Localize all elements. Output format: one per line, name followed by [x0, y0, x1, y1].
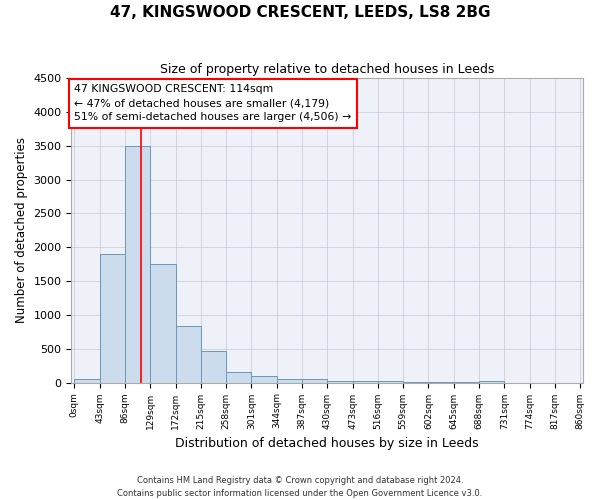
Bar — [378, 381, 403, 382]
Bar — [226, 372, 251, 382]
Bar — [74, 379, 100, 382]
Text: 47, KINGSWOOD CRESCENT, LEEDS, LS8 2BG: 47, KINGSWOOD CRESCENT, LEEDS, LS8 2BG — [110, 5, 490, 20]
Bar — [150, 264, 176, 382]
Title: Size of property relative to detached houses in Leeds: Size of property relative to detached ho… — [160, 62, 494, 76]
Bar — [302, 379, 327, 382]
Bar — [251, 376, 277, 382]
Bar — [125, 146, 150, 382]
Bar — [327, 380, 353, 382]
Bar — [201, 352, 226, 382]
Bar — [479, 380, 505, 382]
X-axis label: Distribution of detached houses by size in Leeds: Distribution of detached houses by size … — [175, 437, 479, 450]
Text: Contains HM Land Registry data © Crown copyright and database right 2024.
Contai: Contains HM Land Registry data © Crown c… — [118, 476, 482, 498]
Text: 47 KINGSWOOD CRESCENT: 114sqm
← 47% of detached houses are smaller (4,179)
51% o: 47 KINGSWOOD CRESCENT: 114sqm ← 47% of d… — [74, 84, 351, 122]
Y-axis label: Number of detached properties: Number of detached properties — [15, 138, 28, 324]
Bar — [100, 254, 125, 382]
Bar — [353, 381, 378, 382]
Bar — [277, 379, 302, 382]
Bar — [176, 326, 201, 382]
